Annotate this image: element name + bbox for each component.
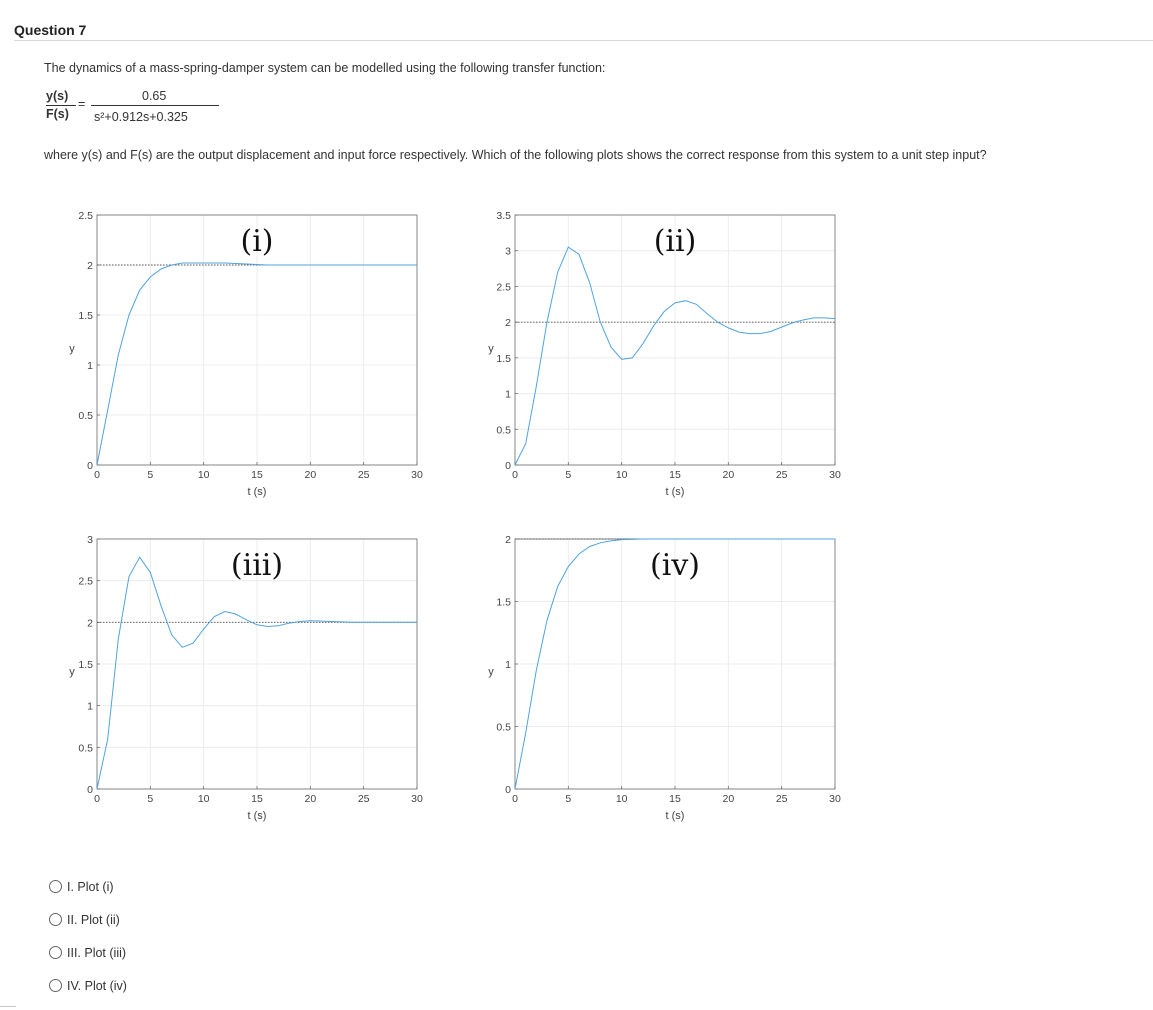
option-plot-iii[interactable]: III. Plot (iii)	[49, 936, 127, 969]
y-tick-label: 2.5	[496, 281, 511, 293]
option-label: III. Plot (iii)	[67, 945, 127, 960]
x-axis-label: t (s)	[248, 486, 267, 498]
x-tick-label: 15	[251, 793, 263, 805]
step-response-curve	[96, 262, 417, 466]
x-tick-label: 30	[411, 469, 423, 481]
x-axis-label: t (s)	[666, 486, 685, 498]
x-tick-label: 30	[411, 793, 423, 805]
y-tick-label: 2.5	[78, 576, 93, 588]
x-tick-label: 30	[829, 469, 841, 481]
tf-rhs-fraction-bar	[91, 105, 219, 106]
x-tick-label: 25	[358, 793, 370, 805]
x-tick-label: 5	[147, 469, 153, 481]
y-tick-label: 2	[505, 317, 511, 329]
y-tick-label: 3	[87, 534, 93, 546]
x-tick-label: 30	[829, 793, 841, 805]
x-tick-label: 0	[94, 793, 100, 805]
y-axis-label: y	[488, 666, 494, 678]
y-tick-label: 0	[87, 784, 93, 796]
y-tick-label: 1	[87, 360, 93, 372]
y-tick-label: 1.5	[78, 310, 93, 322]
option-label: I. Plot (i)	[67, 879, 114, 894]
x-tick-label: 10	[616, 793, 628, 805]
step-response-curve	[514, 246, 836, 466]
x-tick-label: 25	[358, 469, 370, 481]
x-tick-label: 5	[565, 469, 571, 481]
radio-circle-icon[interactable]	[49, 946, 62, 959]
y-tick-label: 0	[505, 784, 511, 796]
y-tick-label: 1.5	[496, 597, 511, 609]
tf-equals: =	[78, 97, 86, 111]
x-axis-label: t (s)	[666, 810, 685, 822]
y-tick-label: 0.5	[496, 424, 511, 436]
x-tick-label: 0	[94, 469, 100, 481]
y-tick-label: 0.5	[78, 742, 93, 754]
tf-rhs-denominator: s²+0.912s+0.325	[94, 110, 188, 124]
y-tick-label: 0.5	[78, 410, 93, 422]
x-tick-label: 20	[304, 469, 316, 481]
step-response-curve	[96, 556, 417, 790]
y-tick-label: 3.5	[496, 210, 511, 222]
y-tick-label: 1	[505, 659, 511, 671]
y-tick-label: 2	[505, 534, 511, 546]
answer-options: I. Plot (i) II. Plot (ii) III. Plot (iii…	[49, 870, 127, 1002]
x-tick-label: 10	[616, 469, 628, 481]
x-tick-label: 20	[722, 793, 734, 805]
option-label: IV. Plot (iv)	[67, 978, 127, 993]
y-axis-label: y	[488, 343, 494, 355]
tf-rhs-numerator: 0.65	[142, 89, 167, 103]
question-intro: The dynamics of a mass-spring-damper sys…	[44, 61, 606, 75]
y-tick-label: 0.5	[496, 722, 511, 734]
tf-lhs-denominator: F(s)	[46, 107, 69, 121]
option-label: II. Plot (ii)	[67, 912, 120, 927]
x-tick-label: 5	[565, 793, 571, 805]
x-tick-label: 20	[304, 793, 316, 805]
option-plot-ii[interactable]: II. Plot (ii)	[49, 903, 127, 936]
x-tick-label: 5	[147, 793, 153, 805]
radio-circle-icon[interactable]	[49, 979, 62, 992]
x-tick-label: 0	[512, 469, 518, 481]
x-tick-label: 25	[776, 469, 788, 481]
x-tick-label: 0	[512, 793, 518, 805]
question-header: Question 7	[14, 22, 1153, 41]
option-plot-i[interactable]: I. Plot (i)	[49, 870, 127, 903]
tf-lhs-fraction-bar	[46, 105, 76, 106]
transfer-function: y(s) F(s) = 0.65 s²+0.912s+0.325	[44, 88, 244, 128]
x-tick-label: 10	[198, 793, 210, 805]
x-tick-label: 20	[722, 469, 734, 481]
radio-circle-icon[interactable]	[49, 913, 62, 926]
y-tick-label: 2	[87, 260, 93, 272]
y-tick-label: 1	[87, 701, 93, 713]
x-tick-label: 15	[669, 469, 681, 481]
x-tick-label: 15	[251, 469, 263, 481]
plot-title: (ii)	[654, 224, 697, 259]
x-tick-label: 15	[669, 793, 681, 805]
y-axis-label: y	[69, 666, 75, 678]
step-response-curve	[514, 538, 835, 790]
plot-title: (iv)	[650, 548, 700, 583]
y-tick-label: 0	[505, 460, 511, 472]
y-axis-label: y	[69, 343, 75, 355]
x-tick-label: 25	[776, 793, 788, 805]
footer-divider	[0, 1006, 16, 1007]
radio-circle-icon[interactable]	[49, 880, 62, 893]
option-plot-iv[interactable]: IV. Plot (iv)	[49, 969, 127, 1002]
question-prompt: where y(s) and F(s) are the output displ…	[44, 148, 987, 162]
y-tick-label: 3	[505, 246, 511, 258]
y-tick-label: 2	[87, 617, 93, 629]
y-tick-label: 1.5	[78, 659, 93, 671]
tf-lhs-numerator: y(s)	[46, 89, 69, 103]
x-axis-label: t (s)	[248, 810, 267, 822]
y-tick-label: 0	[87, 460, 93, 472]
y-tick-label: 2.5	[78, 210, 93, 222]
plot-title: (iii)	[231, 548, 283, 583]
y-tick-label: 1.5	[496, 353, 511, 365]
x-tick-label: 10	[198, 469, 210, 481]
y-tick-label: 1	[505, 389, 511, 401]
plot-title: (i)	[240, 224, 273, 259]
question-title: Question 7	[14, 22, 87, 38]
